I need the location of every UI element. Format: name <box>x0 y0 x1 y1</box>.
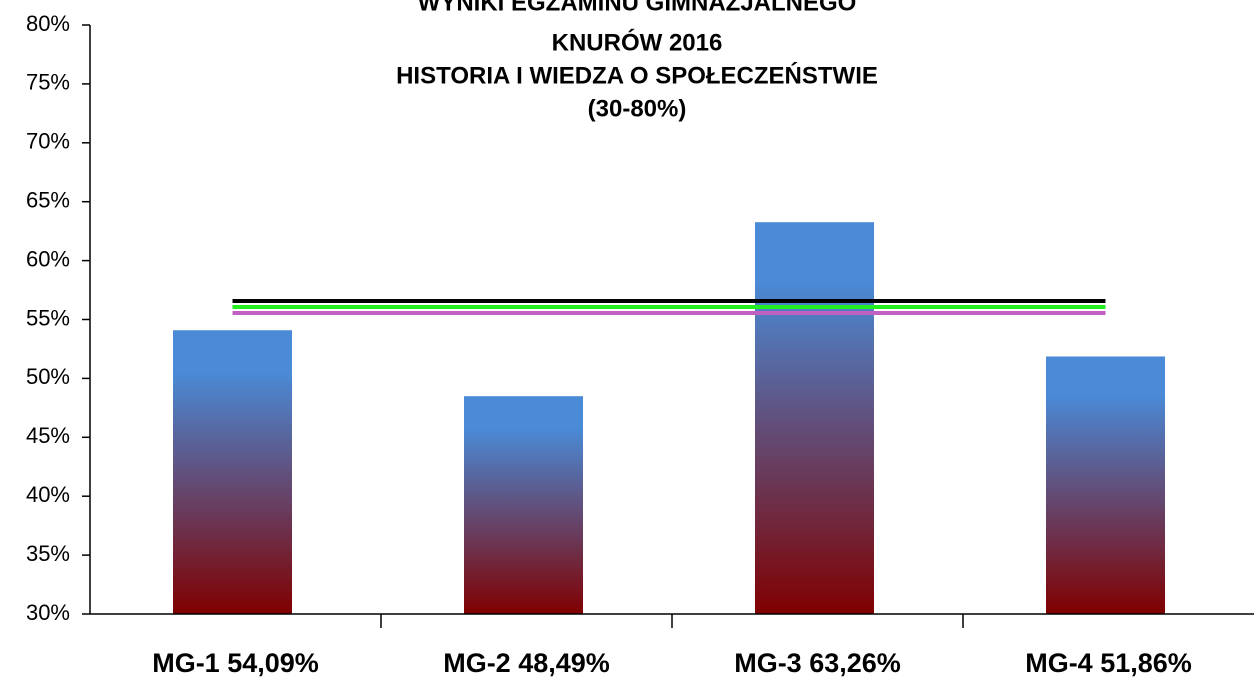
y-tick-label: 55% <box>26 305 70 330</box>
y-tick-label: 80% <box>26 11 70 36</box>
y-tick-label: 75% <box>26 70 70 95</box>
y-tick-label: 60% <box>26 246 70 271</box>
x-tick-label: MG-4 51,86% <box>1025 648 1192 678</box>
y-tick-label: 45% <box>26 423 70 448</box>
y-tick-label: 70% <box>26 129 70 154</box>
chart-title: (30-80%) <box>588 95 687 122</box>
bar <box>1046 356 1165 614</box>
y-tick-label: 30% <box>26 600 70 625</box>
bar <box>755 222 874 614</box>
bar <box>173 330 292 614</box>
y-tick-label: 35% <box>26 541 70 566</box>
x-tick-label: MG-1 54,09% <box>152 648 319 678</box>
x-tick-label: MG-3 63,26% <box>734 648 901 678</box>
y-tick-label: 50% <box>26 364 70 389</box>
y-tick-label: 65% <box>26 188 70 213</box>
chart-title: HISTORIA I WIEDZA O SPOŁECZEŃSTWIE <box>396 61 878 89</box>
y-tick-label: 40% <box>26 482 70 507</box>
chart-title: KNURÓW 2016 <box>552 28 723 56</box>
bar <box>464 396 583 614</box>
x-tick-label: MG-2 48,49% <box>443 648 610 678</box>
chart-title: WYNIKI EGZAMINU GIMNAZJALNEGO <box>418 0 857 16</box>
